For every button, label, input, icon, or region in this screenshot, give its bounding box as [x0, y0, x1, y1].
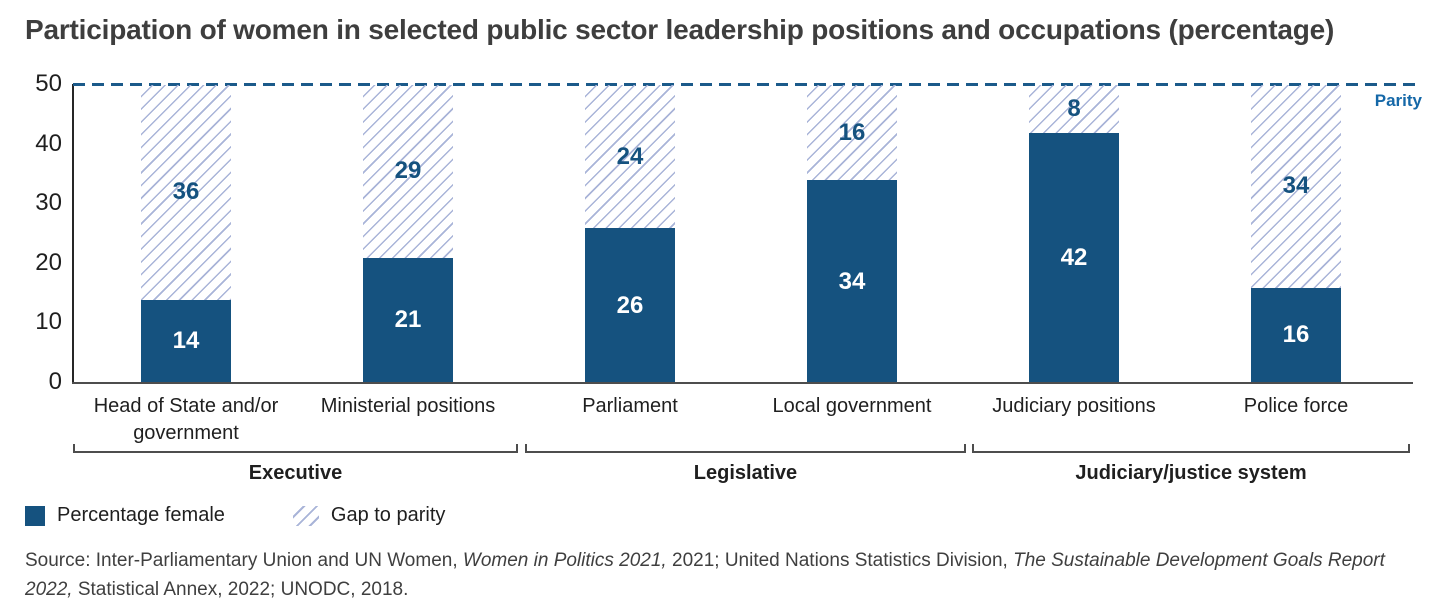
y-axis-line — [72, 84, 74, 384]
percentage-female-segment: 16 — [1251, 287, 1341, 383]
y-tick-label: 50 — [35, 70, 62, 97]
percentage-female-swatch-icon — [25, 505, 45, 526]
female-value-label: 21 — [394, 306, 422, 334]
source-text: Source: Inter-Parliamentary Union and UN… — [25, 550, 463, 571]
gap-to-parity-segment: 29 — [363, 85, 453, 258]
y-tick-label: 0 — [48, 368, 62, 395]
bar-4: 16 34 — [807, 85, 897, 383]
percentage-female-segment: 14 — [141, 299, 231, 383]
gap-value-label: 29 — [394, 157, 422, 185]
category-label: Parliament — [582, 395, 678, 417]
group-label: Legislative — [693, 462, 798, 484]
gap-to-parity-segment: 8 — [1029, 85, 1119, 133]
category-label: Ministerial positions — [320, 395, 496, 417]
source-text: 2021; United Nations Statistics Division… — [666, 550, 1014, 571]
y-tick-label: 20 — [35, 248, 62, 276]
legend-label-percentage-female: Percentage female — [57, 504, 225, 526]
plot-area: 36 14 29 21 24 26 16 34 8 42 34 16 — [73, 85, 1412, 383]
group-label: Executive — [248, 462, 343, 484]
gap-to-parity-segment: 16 — [807, 85, 897, 181]
chart-title: Participation of women in selected publi… — [25, 14, 1335, 45]
source-text-italic: Women in Politics 2021, — [462, 550, 667, 571]
gap-to-parity-hatch-icon — [292, 505, 319, 526]
bar-3: 24 26 — [585, 85, 675, 383]
legend: Percentage female Gap to parity — [25, 504, 445, 527]
source-text-italic: The Sustainable Development Goals Report… — [25, 550, 1385, 600]
y-tick-label: 30 — [35, 189, 62, 217]
percentage-female-segment: 34 — [807, 180, 897, 383]
group-bracket — [525, 444, 966, 453]
bar-6: 34 16 — [1251, 85, 1341, 383]
category-label: Judiciary positions — [992, 395, 1156, 417]
group-bracket — [73, 444, 518, 453]
bar-5: 8 42 — [1029, 85, 1119, 383]
gap-value-label: 36 — [172, 178, 200, 206]
y-tick-label: 10 — [35, 308, 62, 336]
gap-to-parity-segment: 34 — [1251, 85, 1341, 288]
category-label: Head of State and/or government — [93, 395, 279, 444]
x-axis-line — [72, 382, 1413, 384]
group-label: Judiciary/justice system — [1075, 462, 1307, 484]
parity-dashed-line — [73, 83, 1415, 86]
bar-1: 36 14 — [141, 85, 231, 383]
source-text: Statistical Annex, 2022; UNODC, 2018. — [72, 578, 409, 600]
percentage-female-segment: 26 — [585, 228, 675, 383]
female-value-label: 42 — [1060, 243, 1088, 271]
category-label: Police force — [1243, 395, 1349, 417]
female-value-label: 16 — [1282, 321, 1310, 349]
percentage-female-segment: 42 — [1029, 132, 1119, 383]
female-value-label: 26 — [616, 291, 644, 319]
gap-value-label: 24 — [616, 142, 644, 170]
female-value-label: 14 — [172, 327, 200, 355]
y-tick-label: 40 — [35, 129, 62, 157]
gap-value-label: 34 — [1282, 172, 1310, 200]
gap-to-parity-segment: 36 — [141, 85, 231, 300]
gap-value-label: 16 — [838, 118, 866, 146]
gap-to-parity-segment: 24 — [585, 85, 675, 229]
parity-annotation: Parity — [1374, 91, 1422, 110]
gap-value-label: 8 — [1067, 94, 1081, 122]
bar-2: 29 21 — [363, 85, 453, 383]
percentage-female-segment: 21 — [363, 257, 453, 383]
female-value-label: 34 — [838, 267, 866, 295]
group-bracket — [972, 444, 1410, 453]
source-note: Source: Inter-Parliamentary Union and UN… — [25, 547, 1417, 604]
legend-label-gap-to-parity: Gap to parity — [330, 504, 446, 526]
category-label: Local government — [772, 395, 932, 417]
